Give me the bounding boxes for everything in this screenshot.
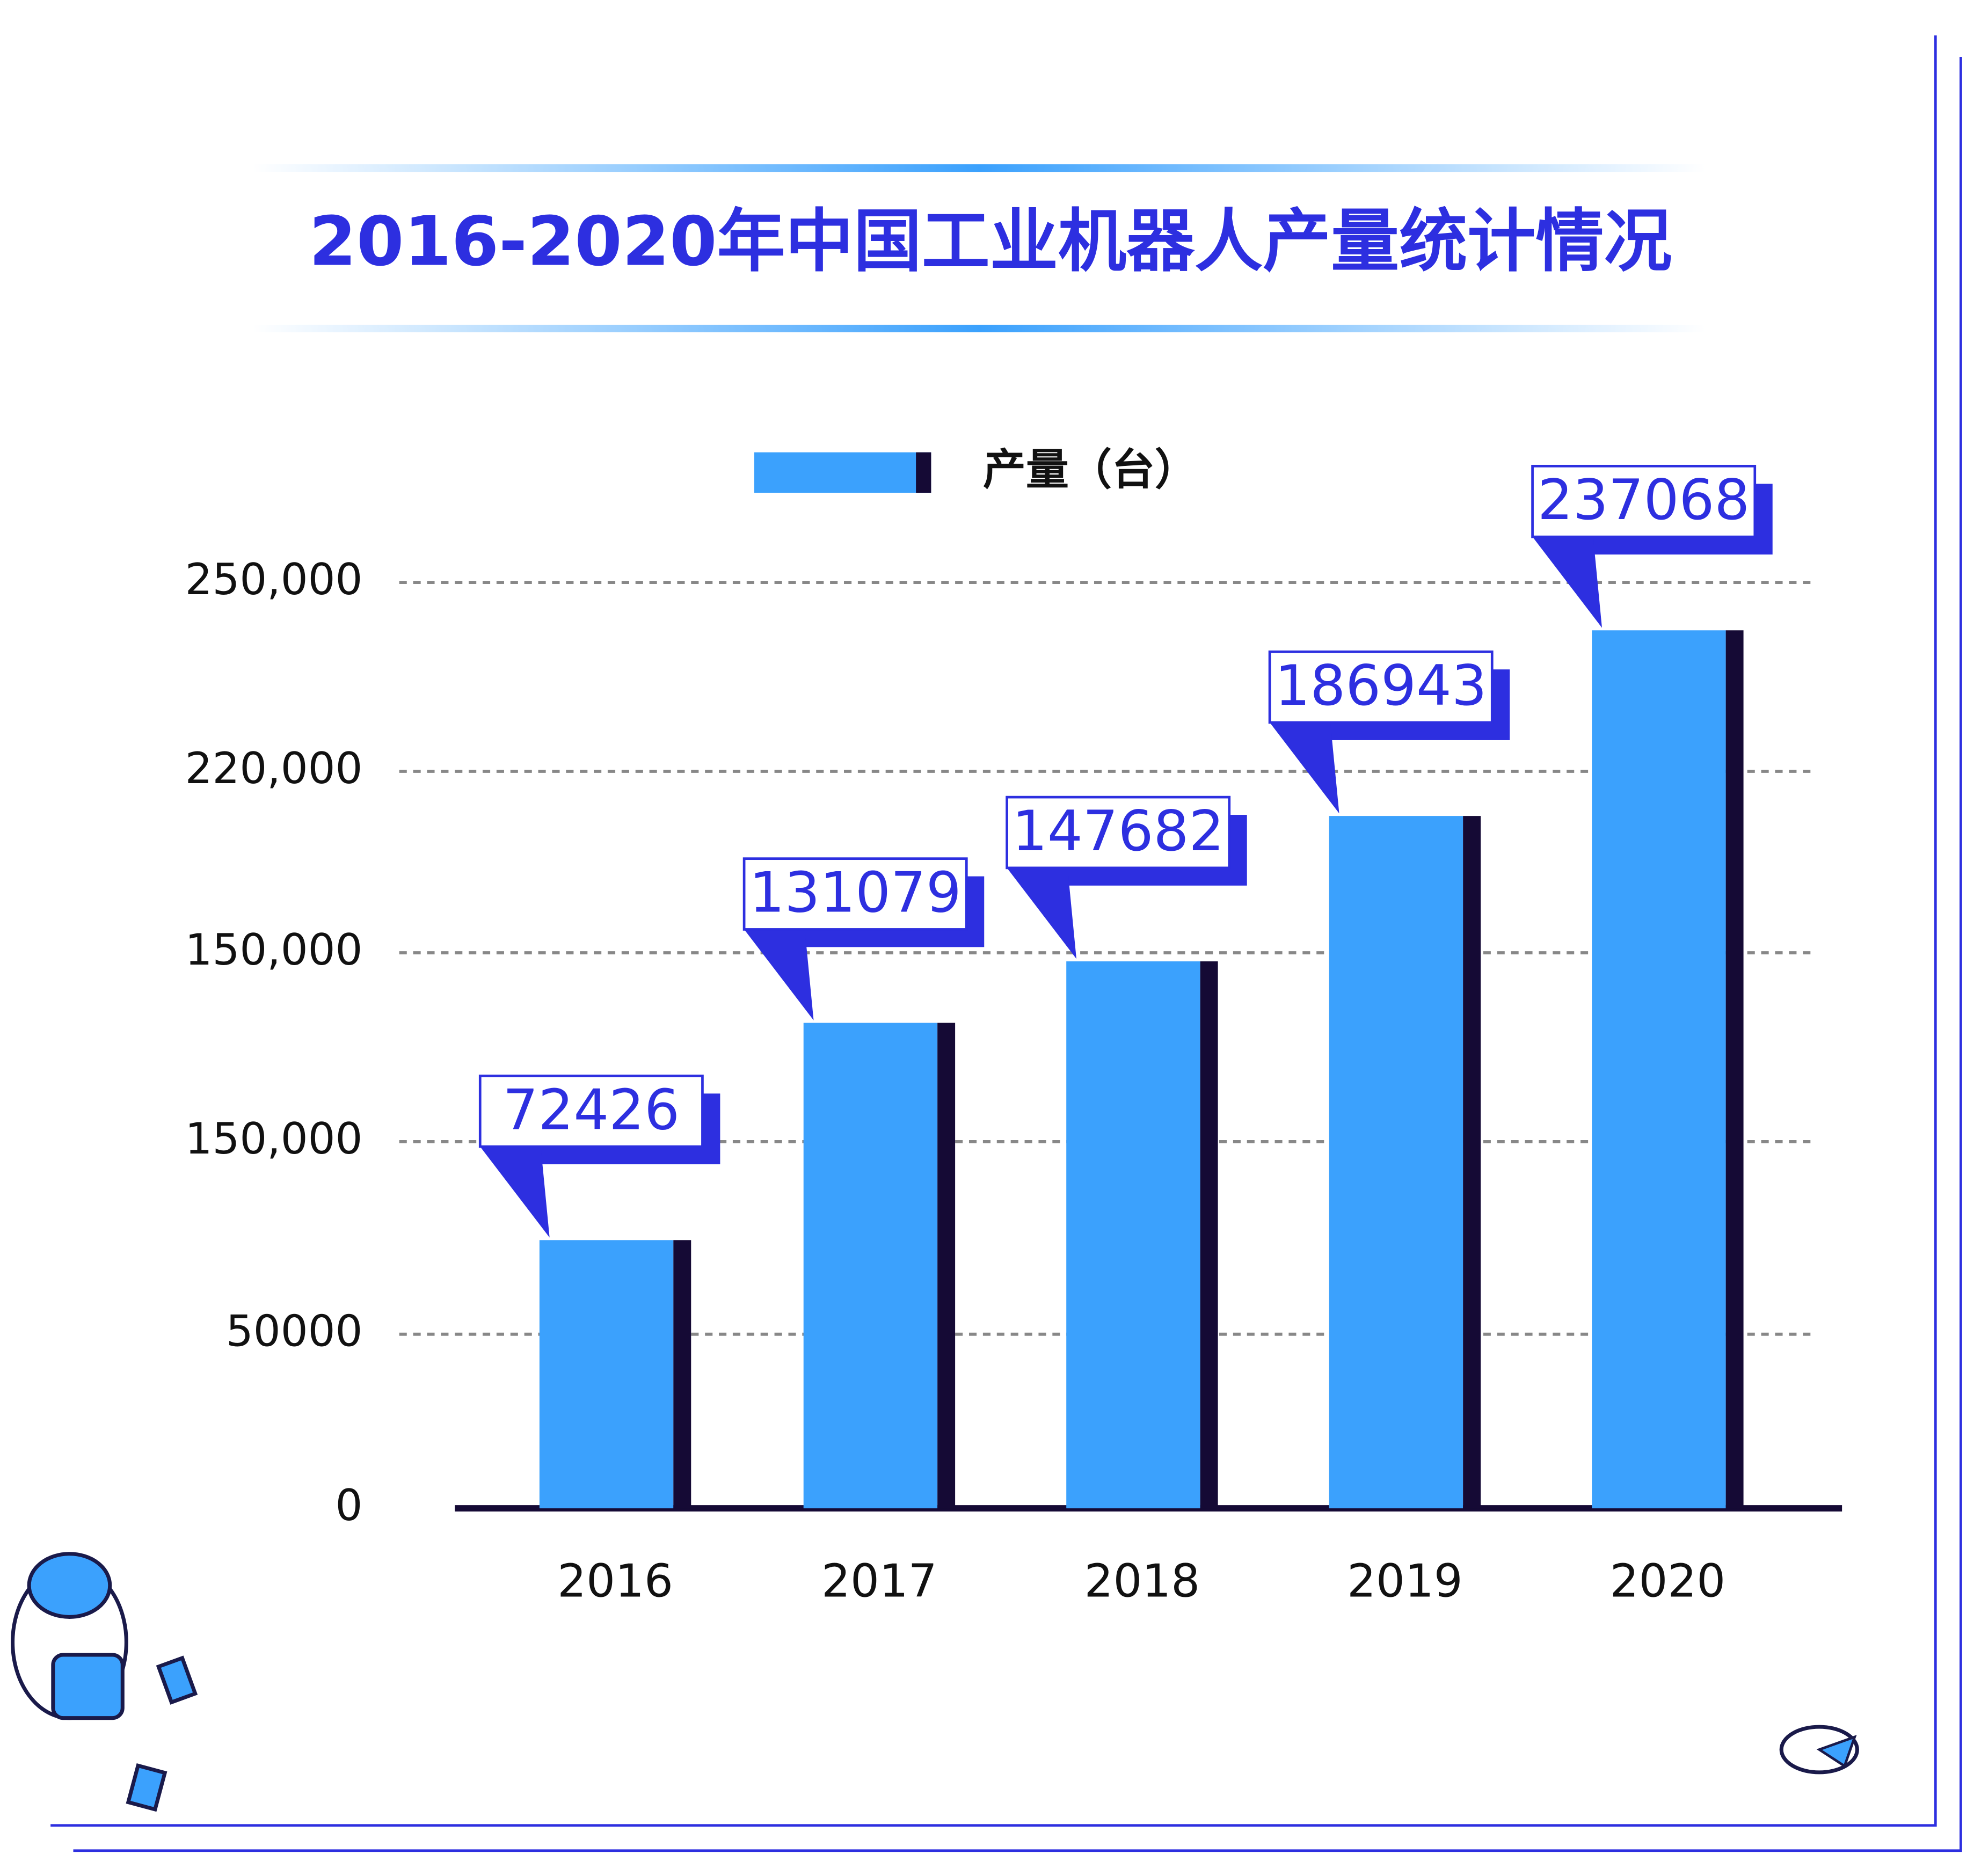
callout-tail [480, 1147, 550, 1238]
x-tick-label: 2019 [1347, 1554, 1463, 1608]
callout-box [1268, 650, 1494, 724]
chart-title: 2016-2020年中国工业机器人产量统计情况 [309, 202, 1672, 281]
value-callout: 237068 [1531, 464, 1773, 628]
y-tick-label: 0 [335, 1480, 362, 1530]
title-rule [252, 324, 1706, 333]
bar-edge [937, 1023, 956, 1509]
frame [50, 35, 1937, 1827]
callout-tail [744, 929, 814, 1020]
y-tick-label: 150,000 [185, 1114, 363, 1164]
callout-box [742, 857, 968, 931]
callout-box [1531, 464, 1757, 538]
value-label: 131079 [749, 861, 962, 925]
y-tick-label: 50000 [226, 1306, 363, 1356]
x-tick-label: 2017 [821, 1554, 937, 1608]
bar-edge [673, 1240, 691, 1509]
legend-label: 产量（台） [983, 444, 1198, 494]
bar [539, 1240, 674, 1509]
bar-edge [1725, 630, 1744, 1509]
bar [1329, 816, 1463, 1509]
value-label: 72426 [503, 1078, 680, 1142]
callout-tail [1007, 867, 1077, 959]
bar-edge [1200, 961, 1218, 1509]
bar [1592, 630, 1726, 1509]
value-label: 147682 [1012, 799, 1224, 864]
callout-box [1006, 795, 1231, 870]
value-callout: 147682 [1006, 795, 1247, 959]
x-tick-label: 2016 [557, 1554, 673, 1608]
y-tick-label: 150,000 [185, 925, 363, 975]
frame [73, 57, 1962, 1852]
value-label: 237068 [1538, 468, 1750, 532]
value-callout: 131079 [742, 857, 985, 1020]
value-callout: 72426 [478, 1075, 720, 1238]
value-label: 186943 [1275, 654, 1487, 718]
legend-swatch [754, 452, 931, 493]
bar [803, 1023, 938, 1509]
x-tick-label: 2020 [1610, 1554, 1726, 1608]
callout-tail [1270, 722, 1339, 814]
x-tick-label: 2018 [1084, 1554, 1200, 1608]
bar-edge [1463, 816, 1481, 1509]
decoration [11, 1552, 1859, 1812]
legend-swatch-edge [916, 452, 931, 493]
callout-box [478, 1075, 704, 1148]
bar [1066, 961, 1200, 1509]
title-rule [252, 164, 1706, 172]
value-callout: 186943 [1268, 650, 1510, 814]
y-tick-label: 250,000 [185, 554, 363, 604]
y-tick-label: 220,000 [185, 743, 363, 793]
